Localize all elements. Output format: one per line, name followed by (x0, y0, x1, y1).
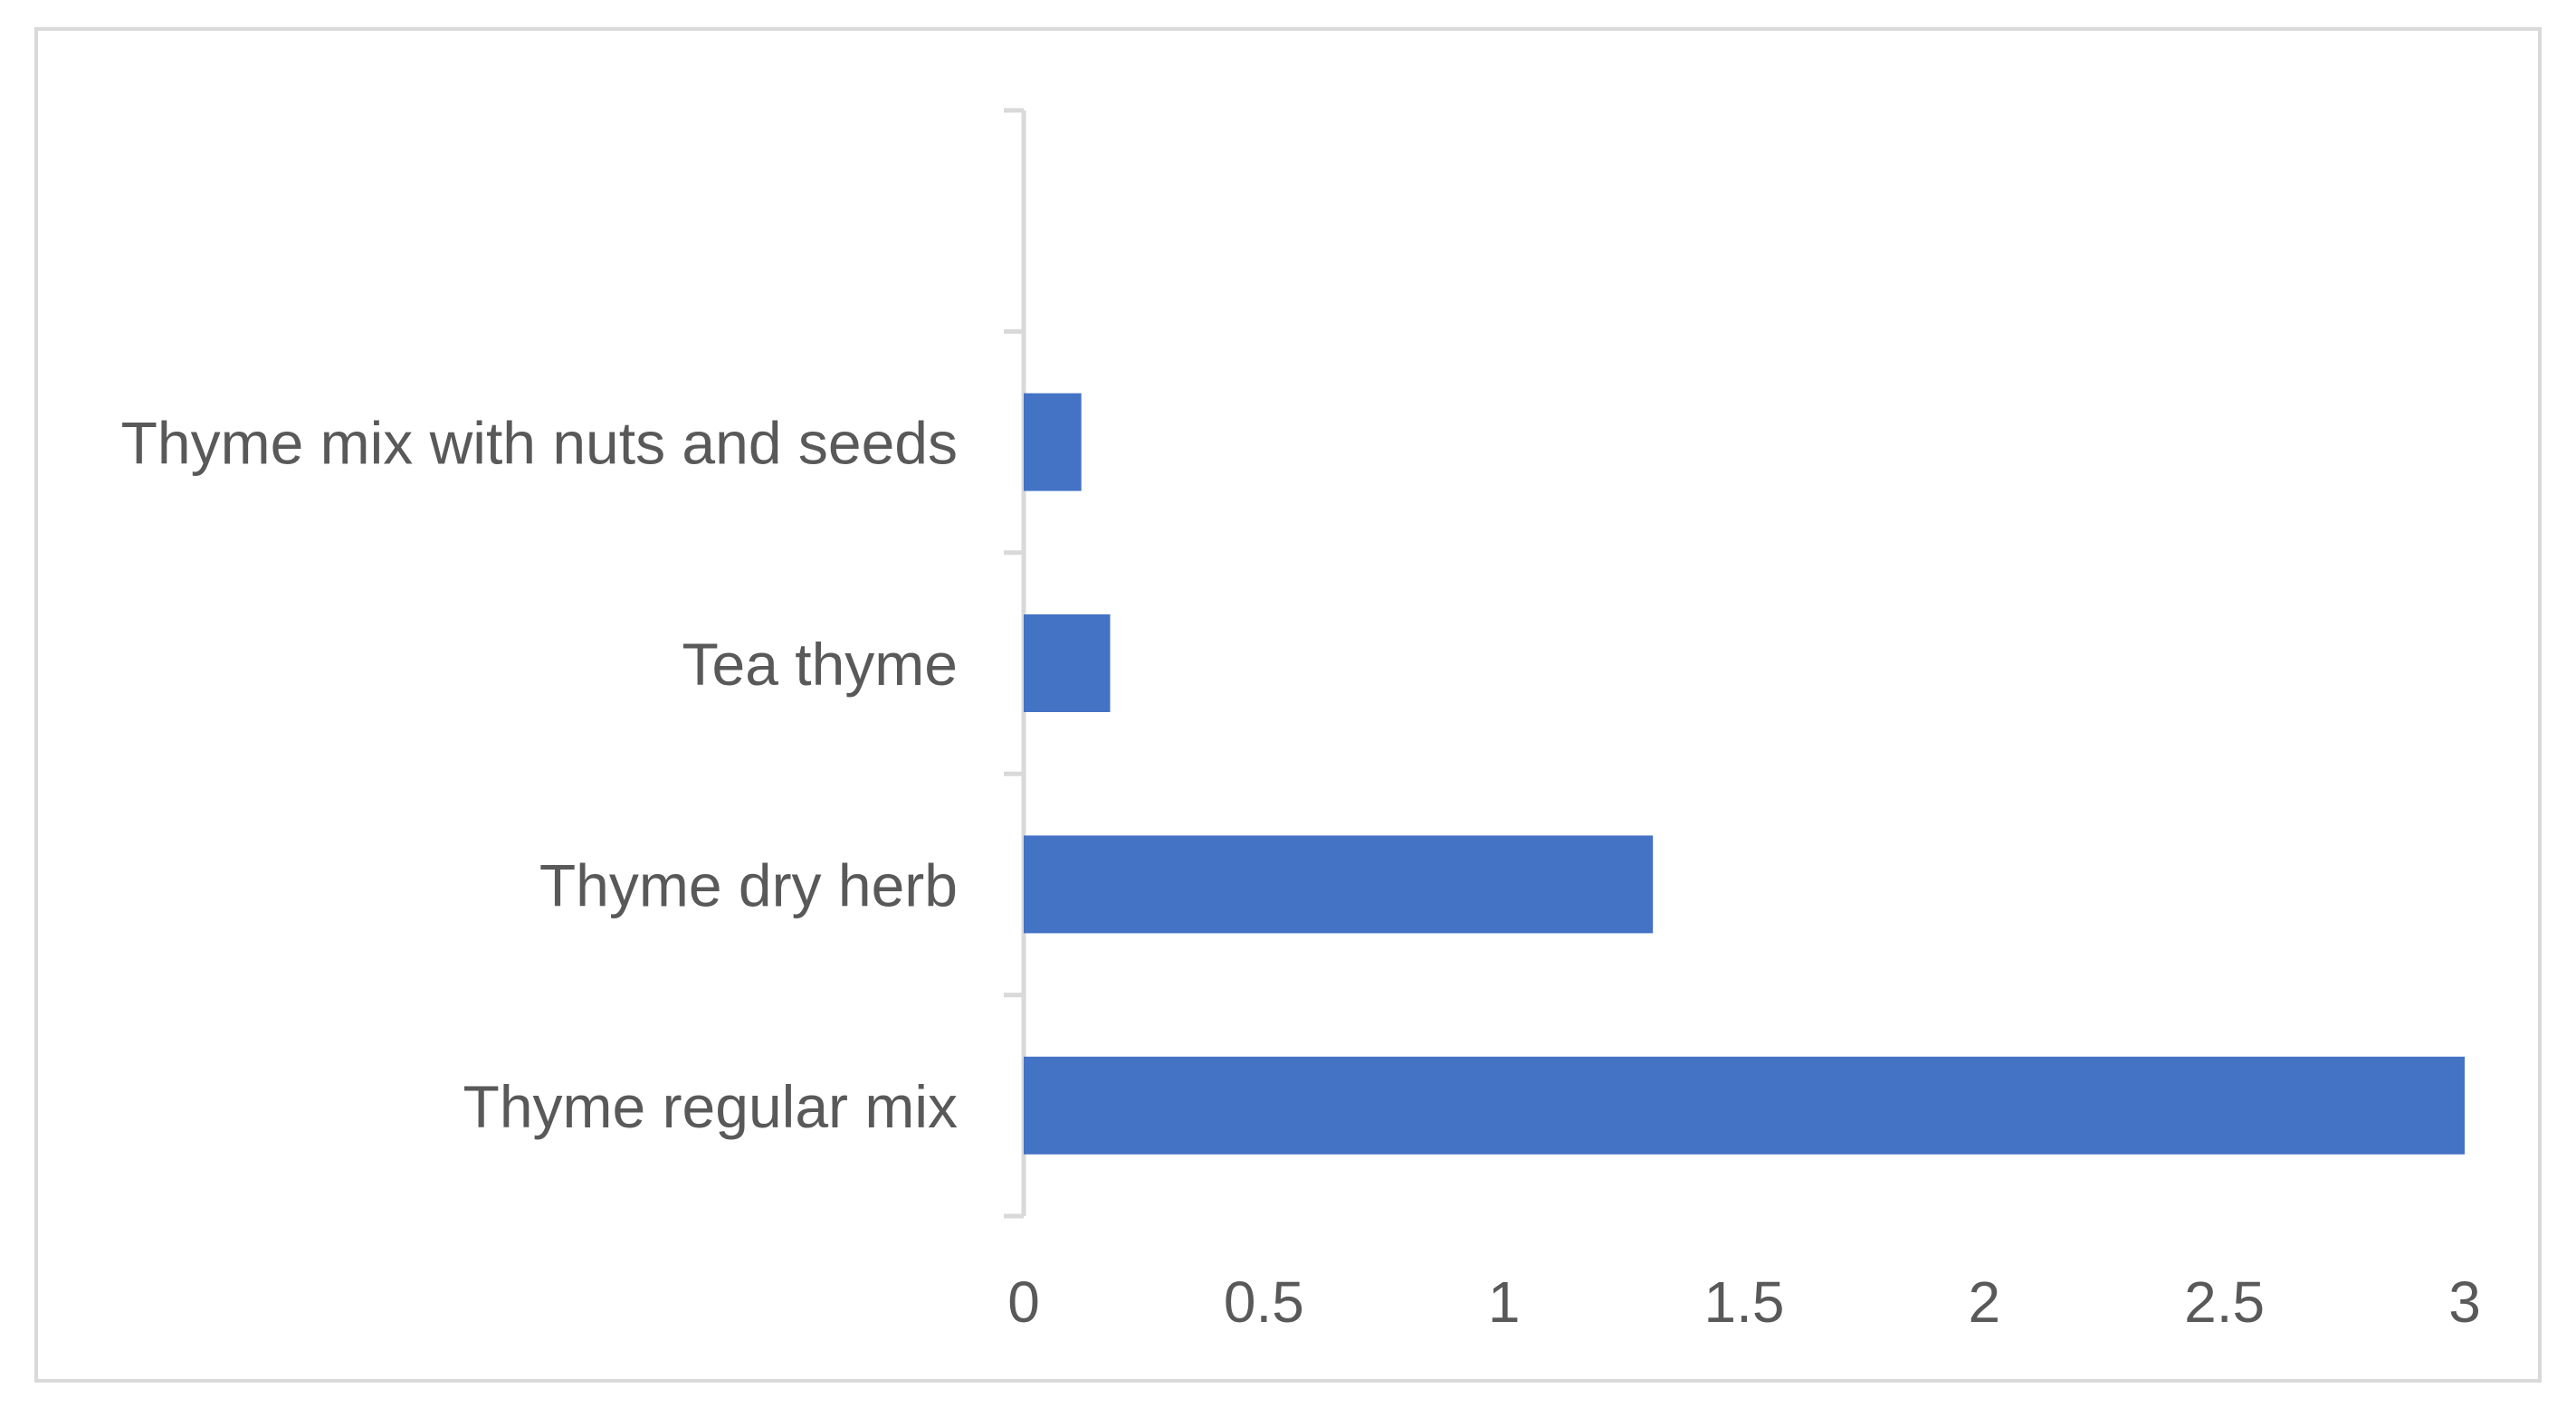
category-label: Thyme dry herb (539, 851, 958, 918)
bar (1024, 1056, 2465, 1155)
x-tick-label: 1 (1488, 1269, 1521, 1335)
bar-layer (1024, 393, 2465, 1155)
x-tick-label: 2.5 (2184, 1269, 2265, 1335)
bar (1024, 835, 1654, 934)
x-tick-label: 0.5 (1224, 1269, 1304, 1335)
category-label: Tea thyme (682, 631, 958, 698)
bar (1024, 393, 1082, 491)
x-tick-label: 0 (1007, 1269, 1040, 1335)
label-layer: Thyme regular mix Thyme dry herb Tea thyme… (121, 410, 2481, 1335)
chart-frame (34, 27, 2542, 1383)
bar (1024, 614, 1111, 712)
x-tick-label: 3 (2448, 1269, 2481, 1335)
x-tick-label: 1.5 (1704, 1269, 1785, 1335)
x-tick-label: 2 (1969, 1269, 2001, 1335)
category-label: Thyme regular mix (463, 1073, 958, 1140)
category-label: Thyme mix with nuts and seeds (121, 410, 958, 477)
axis-layer (1004, 108, 1026, 1219)
